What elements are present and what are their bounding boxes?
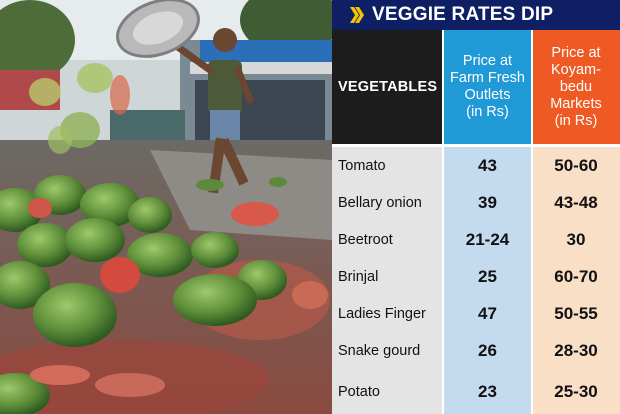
vegetable-name: Ladies Finger bbox=[332, 295, 443, 332]
koyambedu-price: 60-70 bbox=[532, 258, 620, 295]
koyambedu-price: 43-48 bbox=[532, 184, 620, 221]
table-row: Snake gourd 26 28-30 bbox=[332, 332, 620, 369]
koyambedu-price: 28-30 bbox=[532, 332, 620, 369]
table-row: Bellary onion 39 43-48 bbox=[332, 184, 620, 221]
veggie-rates-infographic: VEGGIE RATES DIP VEGETABLES Price at Far… bbox=[332, 0, 620, 414]
table-row: Tomato 43 50-60 bbox=[332, 147, 620, 184]
koyambedu-price: 25-30 bbox=[532, 369, 620, 414]
farm-fresh-price: 39 bbox=[443, 184, 532, 221]
farm-fresh-price: 47 bbox=[443, 295, 532, 332]
vegetable-name: Snake gourd bbox=[332, 332, 443, 369]
header-vegetables: VEGETABLES bbox=[332, 30, 443, 144]
vegetable-name: Bellary onion bbox=[332, 184, 443, 221]
vegetable-name: Beetroot bbox=[332, 221, 443, 258]
table-row: Potato 23 25-30 bbox=[332, 369, 620, 414]
double-chevron-icon bbox=[350, 7, 364, 23]
vegetable-name: Brinjal bbox=[332, 258, 443, 295]
vegetable-name: Potato bbox=[332, 369, 443, 414]
vegetable-name: Tomato bbox=[332, 147, 443, 184]
farm-fresh-price: 26 bbox=[443, 332, 532, 369]
header-koyambedu-line: (in Rs) bbox=[554, 112, 598, 129]
header-koyambedu-price: Price at Koyam- bedu Markets (in Rs) bbox=[532, 30, 620, 144]
header-farm-line: Price at bbox=[462, 53, 513, 69]
market-photo bbox=[0, 0, 332, 414]
table-row: Brinjal 25 60-70 bbox=[332, 258, 620, 295]
header-koyambedu-line: Koyam- bbox=[551, 61, 601, 78]
header-farm-fresh-price: Price at Farm Fresh Outlets (in Rs) bbox=[443, 30, 532, 144]
header-farm-line: Farm Fresh bbox=[450, 70, 525, 86]
farm-fresh-price: 43 bbox=[443, 147, 532, 184]
farm-fresh-price: 21-24 bbox=[443, 221, 532, 258]
column-divider bbox=[531, 30, 533, 414]
header-koyambedu-line: bedu bbox=[559, 78, 593, 95]
table-row: Ladies Finger 47 50-55 bbox=[332, 295, 620, 332]
header-koyambedu-line: Price at bbox=[551, 44, 601, 61]
header-farm-line: (in Rs) bbox=[466, 104, 509, 120]
farm-fresh-price: 25 bbox=[443, 258, 532, 295]
header-koyambedu-line: Markets bbox=[550, 95, 602, 112]
header-farm-line: Outlets bbox=[464, 87, 511, 103]
farm-fresh-price: 23 bbox=[443, 369, 532, 414]
koyambedu-price: 50-60 bbox=[532, 147, 620, 184]
koyambedu-price: 50-55 bbox=[532, 295, 620, 332]
table-row: Beetroot 21-24 30 bbox=[332, 221, 620, 258]
koyambedu-price: 30 bbox=[532, 221, 620, 258]
column-divider bbox=[442, 30, 444, 414]
banner-title: VEGGIE RATES DIP bbox=[372, 4, 554, 25]
banner: VEGGIE RATES DIP bbox=[332, 0, 620, 30]
